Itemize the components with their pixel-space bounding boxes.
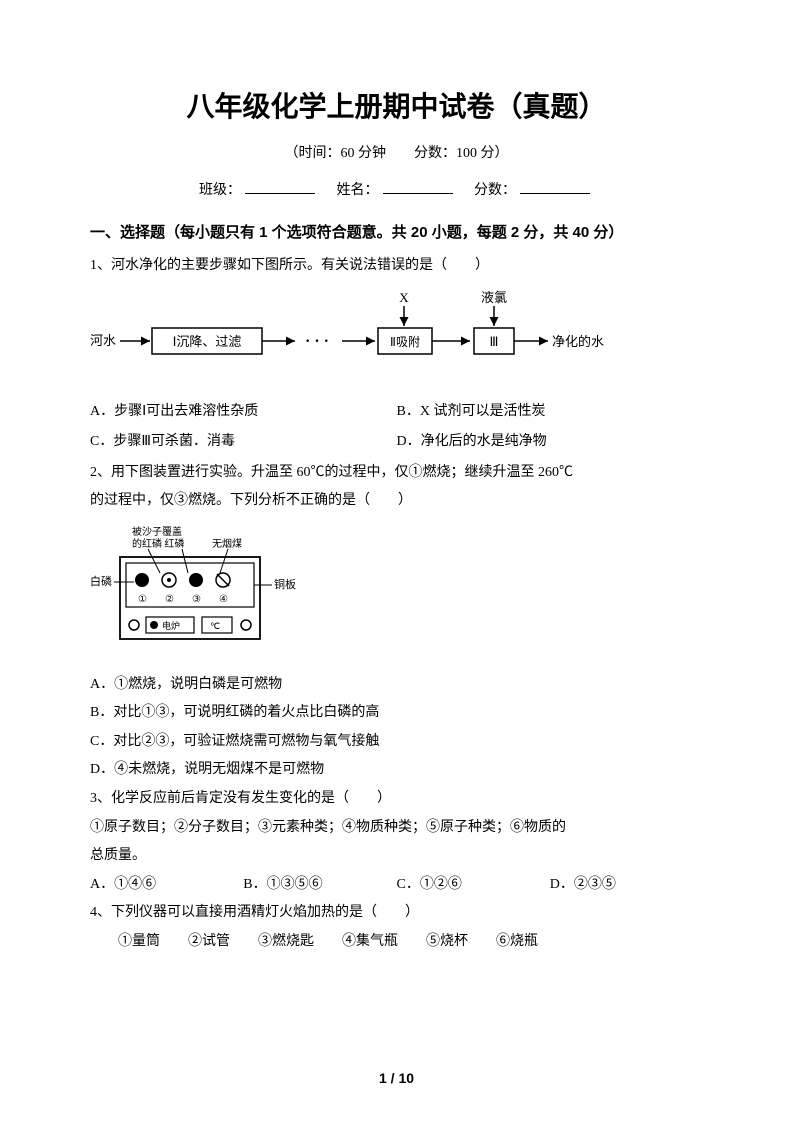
section1-header: 一、选择题（每小题只有 1 个选项符合题意。共 20 小题，每题 2 分，共 4… [90,216,703,249]
q2-c1: ① [138,594,147,605]
q2-c2: ② [165,594,174,605]
score-blank [520,179,590,194]
q2-c4: ④ [219,594,228,605]
q3-optD: D．②③⑤ [550,872,703,899]
q1-optD: D．净化后的水是纯净物 [397,429,704,456]
q1-x: X [399,290,409,305]
q3-options: A．①④⑥ B．①③⑤⑥ C．①②⑥ D．②③⑤ [90,872,703,899]
q2-optA: A．①燃烧，说明白磷是可燃物 [90,672,703,699]
q1-optC: C．步骤Ⅲ可杀菌．消毒 [90,429,397,456]
q2-lbl-temp: ℃ [210,621,220,631]
name-label: 姓名： [337,183,379,198]
q1-stem: 1、河水净化的主要步骤如下图所示。有关说法错误的是（ ） [90,253,703,280]
q1-box1: Ⅰ沉降、过滤 [173,334,242,349]
q4-items: ①量筒 ②试管 ③燃烧匙 ④集气瓶 ⑤烧杯 ⑥烧瓶 [90,929,703,956]
q2-c3: ③ [192,594,201,605]
name-blank [383,179,453,194]
q3-line3: 总质量。 [90,843,703,870]
q3-optC: C．①②⑥ [397,872,550,899]
q2-diagram: 被沙子覆盖 的红磷 红磷 无烟煤 白磷 铜板 ① [90,525,703,666]
q2-lbl-top3: 无烟煤 [212,537,242,550]
q4-stem: 4、下列仪器可以直接用酒精灯火焰加热的是（ ） [90,900,703,927]
q1-dots: · · · [305,333,329,350]
q3-optA: A．①④⑥ [90,872,243,899]
q3-optB: B．①③⑤⑥ [243,872,396,899]
q1-box2: Ⅱ吸附 [390,335,420,349]
q1-yl: 液氯 [481,290,507,305]
q3-stem: 3、化学反应前后肯定没有发生变化的是（ ） [90,786,703,813]
q2-lbl-heater: 电炉 [162,620,180,631]
score-label: 分数： [474,183,516,198]
q1-box3: Ⅲ [490,334,499,349]
q2-optC: C．对比②③，可验证燃烧需可燃物与氧气接触 [90,729,703,756]
q3-line2: ①原子数目；②分子数目；③元素种类；④物质种类；⑤原子种类；⑥物质的 [90,815,703,842]
class-label: 班级： [199,183,241,198]
q2-optD: D．④未燃烧，说明无烟煤不是可燃物 [90,757,703,784]
q2-stem-1: 2、用下图装置进行实验。升温至 60℃的过程中，仅①燃烧；继续升温至 260℃ [90,460,703,487]
q1-label-in: 河水 [90,333,116,348]
q2-lbl-left: 白磷 [90,574,112,588]
page-title: 八年级化学上册期中试卷（真题） [90,80,703,133]
exam-page: 八年级化学上册期中试卷（真题） （时间：60 分钟 分数：100 分） 班级： … [0,0,793,1122]
q1-diagram: 河水 Ⅰ沉降、过滤 · · · X Ⅱ吸附 液氯 Ⅲ [90,290,703,391]
page-footer: 1 / 10 [0,1065,793,1092]
q1-optA: A．步骤Ⅰ可出去难溶性杂质 [90,399,397,426]
q1-optB: B．X 试剂可以是活性炭 [397,399,704,426]
page-subtitle: （时间：60 分钟 分数：100 分） [90,141,703,168]
student-info-line: 班级： 姓名： 分数： [90,178,703,205]
q1-options: A．步骤Ⅰ可出去难溶性杂质 B．X 试剂可以是活性炭 C．步骤Ⅲ可杀菌．消毒 D… [90,397,703,458]
q2-lbl-top2: 的红磷 红磷 [132,537,185,550]
class-blank [245,179,315,194]
q1-label-out: 净化的水 [552,334,604,349]
q2-lbl-right: 铜板 [274,577,296,591]
q2-optB: B．对比①③，可说明红磷的着火点比白磷的高 [90,700,703,727]
q2-lbl-top1: 被沙子覆盖 [132,525,182,538]
q2-stem-2: 的过程中，仅③燃烧。下列分析不正确的是（ ） [90,488,703,515]
